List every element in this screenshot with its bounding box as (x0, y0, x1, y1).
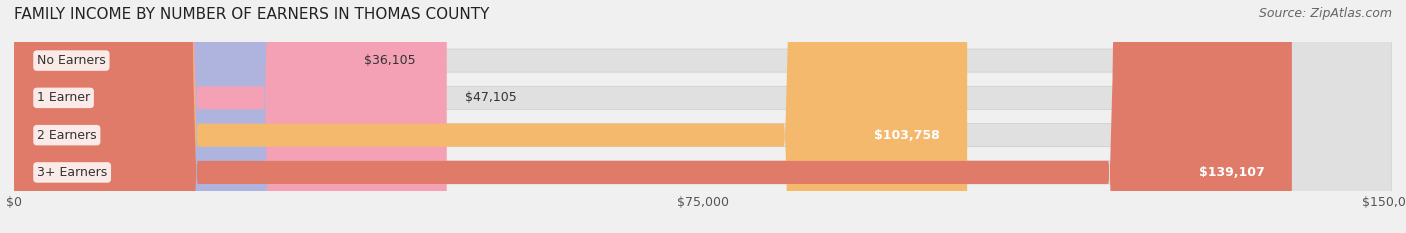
FancyBboxPatch shape (14, 0, 1392, 233)
FancyBboxPatch shape (14, 0, 1392, 233)
FancyBboxPatch shape (14, 0, 1392, 233)
Text: $47,105: $47,105 (465, 91, 517, 104)
FancyBboxPatch shape (14, 0, 447, 233)
FancyBboxPatch shape (14, 0, 1392, 233)
FancyBboxPatch shape (14, 0, 346, 233)
FancyBboxPatch shape (14, 0, 1292, 233)
Text: 2 Earners: 2 Earners (37, 129, 97, 142)
Text: Source: ZipAtlas.com: Source: ZipAtlas.com (1258, 7, 1392, 20)
Text: $103,758: $103,758 (875, 129, 939, 142)
Text: FAMILY INCOME BY NUMBER OF EARNERS IN THOMAS COUNTY: FAMILY INCOME BY NUMBER OF EARNERS IN TH… (14, 7, 489, 22)
Text: No Earners: No Earners (37, 54, 105, 67)
Text: $36,105: $36,105 (364, 54, 416, 67)
Text: 3+ Earners: 3+ Earners (37, 166, 107, 179)
FancyBboxPatch shape (14, 0, 967, 233)
Text: 1 Earner: 1 Earner (37, 91, 90, 104)
Text: $139,107: $139,107 (1198, 166, 1264, 179)
